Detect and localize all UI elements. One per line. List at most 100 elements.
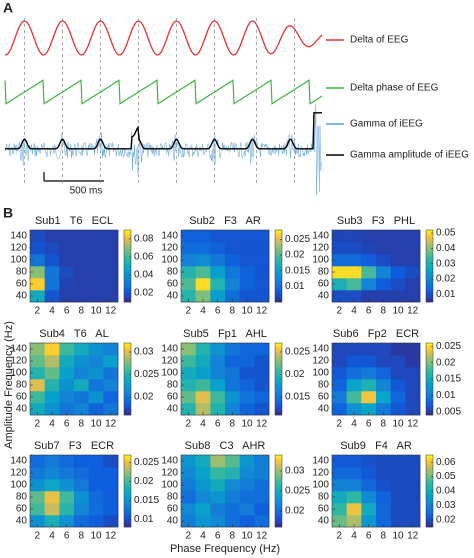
heatmap-cell [30,254,45,267]
heatmap-cell [88,467,104,480]
heatmap-cell [376,491,391,504]
colorbar-segment [426,269,433,272]
colorbar-segment [275,483,282,486]
colorbar-segment [275,500,282,503]
heatmap-cell [239,467,255,480]
heatmap-cell [376,479,391,492]
colorbar-segment [124,471,131,474]
heatmap-cell [181,278,196,291]
chart-title: Sub1 T6 ECL [35,215,113,227]
colorbar-segment [275,251,282,254]
heatmap-cell [195,491,211,504]
heatmap-cell [195,479,211,492]
colorbar-segment [426,294,433,297]
colorbar-segment [275,258,282,261]
heatmap-cell [390,230,406,243]
colorbar-segment [275,350,282,353]
y-tick-label: 140 [10,344,27,355]
colorbar-frame [123,454,132,528]
colorbar-segment [426,379,433,382]
x-tick-label: 8 [230,531,236,542]
colorbar-segment [275,266,282,269]
heatmap-cell [210,355,226,368]
colorbar-segment [426,462,433,465]
colorbar-segment [275,344,282,347]
y-tick-label: 80 [167,492,179,503]
chart-title: Sub3 F3 PHL [337,215,415,227]
colorbar-segment [426,246,433,249]
colorbar-segment [124,464,131,467]
x-tick-label: 12 [256,419,268,430]
colorbar-segment [426,377,433,380]
heatmap-cell [181,242,196,255]
colorbar-segment [426,509,433,512]
colorbar-segment [426,483,433,486]
colorbar-segment [426,343,433,346]
colorbar-segment [275,518,282,521]
heatmap-cell [254,491,270,504]
colorbar-segment [124,388,131,391]
colorbar-segment [426,510,433,513]
colorbar-segment [275,406,282,409]
heatmap-cell [405,242,421,255]
colorbar-segment [124,519,131,522]
heatmap-cell [103,355,119,368]
colorbar-segment [275,260,282,263]
x-tick-label: 4 [351,306,357,317]
heatmap-cell [103,242,119,255]
colorbar-segment [124,296,131,299]
heatmap-cell [103,379,119,392]
colorbar-segment [426,346,433,349]
heatmap-cell [361,254,377,267]
colorbar-segment [275,244,282,247]
colorbar-segment [124,300,131,303]
colorbar-tick-label: 0.015 [285,265,310,276]
heatmap-cell [195,379,211,392]
colorbar-segment [275,257,282,260]
colorbar-segment [124,348,131,351]
heatmap-cell [332,367,347,380]
colorbar-segment [124,355,131,358]
heatmap-cell [74,455,89,468]
heatmap-cell [376,254,391,267]
colorbar-segment [426,473,433,476]
colorbar-segment [426,287,433,290]
colorbar-segment [275,242,282,245]
colorbar-segment [426,296,433,299]
plot-frame [331,342,421,416]
colorbar-segment [275,246,282,249]
colorbar-tick-label: 0.015 [436,374,461,385]
colorbar-segment [124,398,131,401]
heatmap-cell [44,343,60,356]
colorbar-segment [124,487,131,490]
heatmap-cell [103,403,119,416]
colorbar-segment [124,287,131,290]
heatmap-cell [88,290,104,303]
y-tick-label: 80 [167,267,179,278]
heatmap-cell [376,403,391,416]
colorbar-segment [124,293,131,296]
heatmap-cell [332,278,347,291]
colorbar-segment [124,483,131,486]
heatmap-cell [346,379,362,392]
heatmap-cell [361,379,377,392]
y-tick-label: 40 [167,291,179,302]
heatmap-cell [195,254,211,267]
heatmap-cell [30,379,45,392]
colorbar-segment [124,473,131,476]
heatmap-cell [59,290,75,303]
colorbar-segment [426,233,433,236]
colorbar-segment [426,285,433,288]
colorbar-segment [275,370,282,373]
colorbar-segment [426,280,433,283]
heatmap-cell [332,290,347,303]
heatmap-cell [74,242,89,255]
colorbar-segment [124,298,131,301]
heatmap-cell [332,455,347,468]
heatmap-cell [181,290,196,303]
heatmap-cell [225,391,240,404]
heatmap-cell [361,355,377,368]
colorbar-segment [275,284,282,287]
colorbar-segment [124,233,131,236]
heatmap-cell [103,278,119,291]
